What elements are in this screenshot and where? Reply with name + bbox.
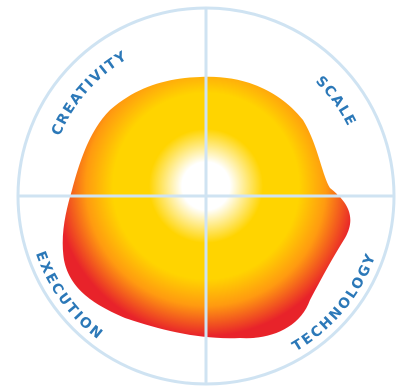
label-scale: SCALE: [312, 73, 359, 129]
